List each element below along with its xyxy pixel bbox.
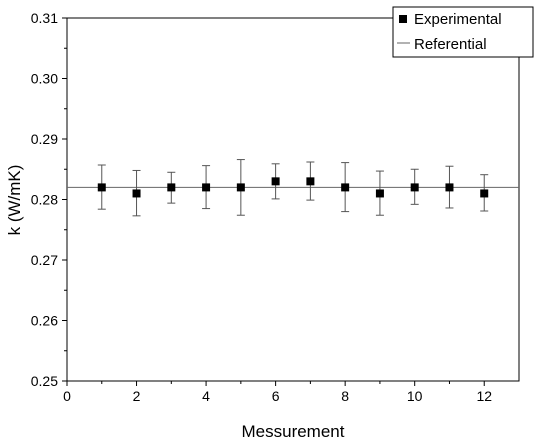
axis-ticks: 0 2 4 6 8 10 12 0.25 0.26 0.27 0.28 0.29 0.30 0.31 (31, 10, 492, 404)
data-point (306, 177, 315, 186)
x-tick-label: 2 (133, 388, 141, 404)
x-axis-title: Messurement (242, 422, 345, 441)
data-point (236, 183, 245, 192)
data-point (445, 183, 454, 192)
data-point (271, 177, 280, 186)
legend-experimental-label: Experimental (414, 11, 502, 28)
data-point (202, 183, 211, 192)
experimental-points (97, 177, 489, 198)
data-point (97, 183, 106, 192)
legend-referential-label: Referential (414, 36, 487, 53)
y-axis-title: k (W/mK) (5, 165, 24, 236)
data-point (132, 189, 141, 198)
data-point (375, 189, 384, 198)
data-point (410, 183, 419, 192)
plot-border (66, 17, 520, 382)
y-tick-label: 0.29 (31, 131, 58, 147)
x-tick-label: 6 (272, 388, 280, 404)
data-point (341, 183, 350, 192)
x-tick-label: 12 (476, 388, 492, 404)
y-tick-label: 0.25 (31, 373, 58, 389)
data-point (480, 189, 489, 198)
y-tick-label: 0.26 (31, 313, 58, 329)
y-tick-label: 0.28 (31, 192, 58, 208)
plot-area (66, 17, 520, 382)
legend-experimental-marker (399, 15, 407, 23)
legend: Experimental Referential (392, 6, 534, 58)
legend-box (392, 6, 534, 58)
y-tick-label: 0.30 (31, 71, 58, 87)
x-tick-label: 0 (63, 388, 71, 404)
x-tick-label: 4 (202, 388, 210, 404)
y-tick-label: 0.31 (31, 10, 58, 26)
y-tick-label: 0.27 (31, 252, 58, 268)
x-tick-label: 10 (407, 388, 423, 404)
x-tick-label: 8 (341, 388, 349, 404)
data-point (167, 183, 176, 192)
